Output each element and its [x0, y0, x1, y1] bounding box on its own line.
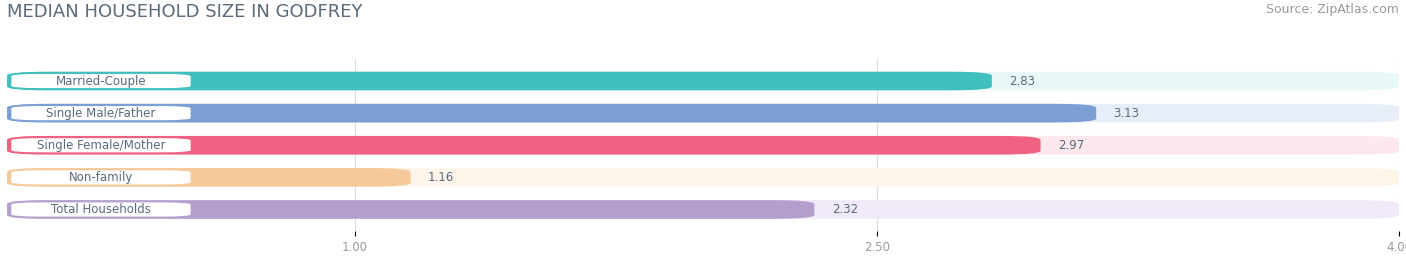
Text: Single Male/Father: Single Male/Father	[46, 107, 156, 120]
Text: Total Households: Total Households	[51, 203, 150, 216]
FancyBboxPatch shape	[7, 72, 1399, 90]
Text: Source: ZipAtlas.com: Source: ZipAtlas.com	[1265, 3, 1399, 16]
FancyBboxPatch shape	[7, 168, 411, 187]
FancyBboxPatch shape	[7, 200, 1399, 219]
FancyBboxPatch shape	[10, 169, 191, 185]
Text: 2.32: 2.32	[832, 203, 858, 216]
FancyBboxPatch shape	[10, 137, 191, 153]
Text: MEDIAN HOUSEHOLD SIZE IN GODFREY: MEDIAN HOUSEHOLD SIZE IN GODFREY	[7, 3, 363, 21]
FancyBboxPatch shape	[7, 168, 1399, 187]
Text: Single Female/Mother: Single Female/Mother	[37, 139, 166, 152]
Text: 2.97: 2.97	[1057, 139, 1084, 152]
FancyBboxPatch shape	[7, 104, 1097, 122]
FancyBboxPatch shape	[7, 72, 991, 90]
Text: 2.83: 2.83	[1010, 75, 1035, 87]
FancyBboxPatch shape	[7, 200, 814, 219]
FancyBboxPatch shape	[7, 104, 1399, 122]
Text: Married-Couple: Married-Couple	[56, 75, 146, 87]
Text: 3.13: 3.13	[1114, 107, 1140, 120]
FancyBboxPatch shape	[7, 136, 1399, 155]
FancyBboxPatch shape	[10, 201, 191, 217]
FancyBboxPatch shape	[10, 73, 191, 89]
Text: Non-family: Non-family	[69, 171, 134, 184]
Text: 1.16: 1.16	[427, 171, 454, 184]
FancyBboxPatch shape	[10, 105, 191, 121]
FancyBboxPatch shape	[7, 136, 1040, 155]
